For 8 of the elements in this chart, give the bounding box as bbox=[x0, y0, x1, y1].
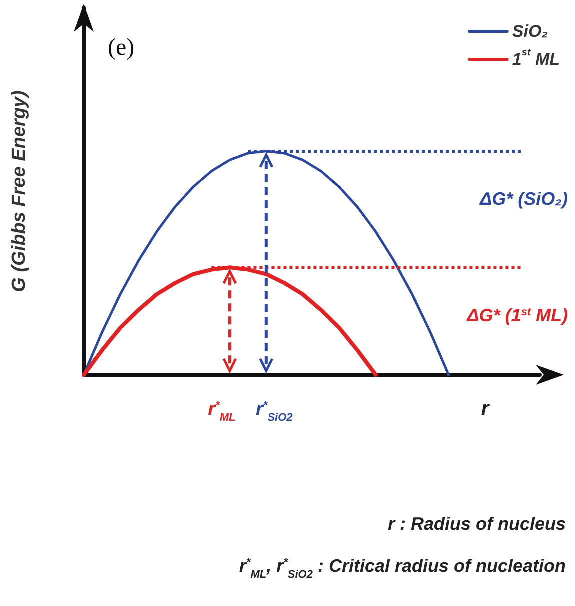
ref-line-label: ΔG* (SiO₂) bbox=[479, 189, 568, 210]
legend-label: SiO₂ bbox=[512, 22, 549, 41]
text: (e) bbox=[108, 35, 135, 61]
ref-line-label: ΔG* (1$^{st}$ ML) bbox=[466, 306, 568, 326]
x-axis-title: r bbox=[481, 398, 490, 420]
y-axis-title: G (Gibbs Free Energy) bbox=[9, 90, 30, 292]
text: r : Radius of nucleus bbox=[388, 514, 566, 534]
text: r$^{*}$$_{ML}$, r$^{*}$$_{SiO2}$ : Critical radius of nucleation bbox=[239, 556, 566, 581]
